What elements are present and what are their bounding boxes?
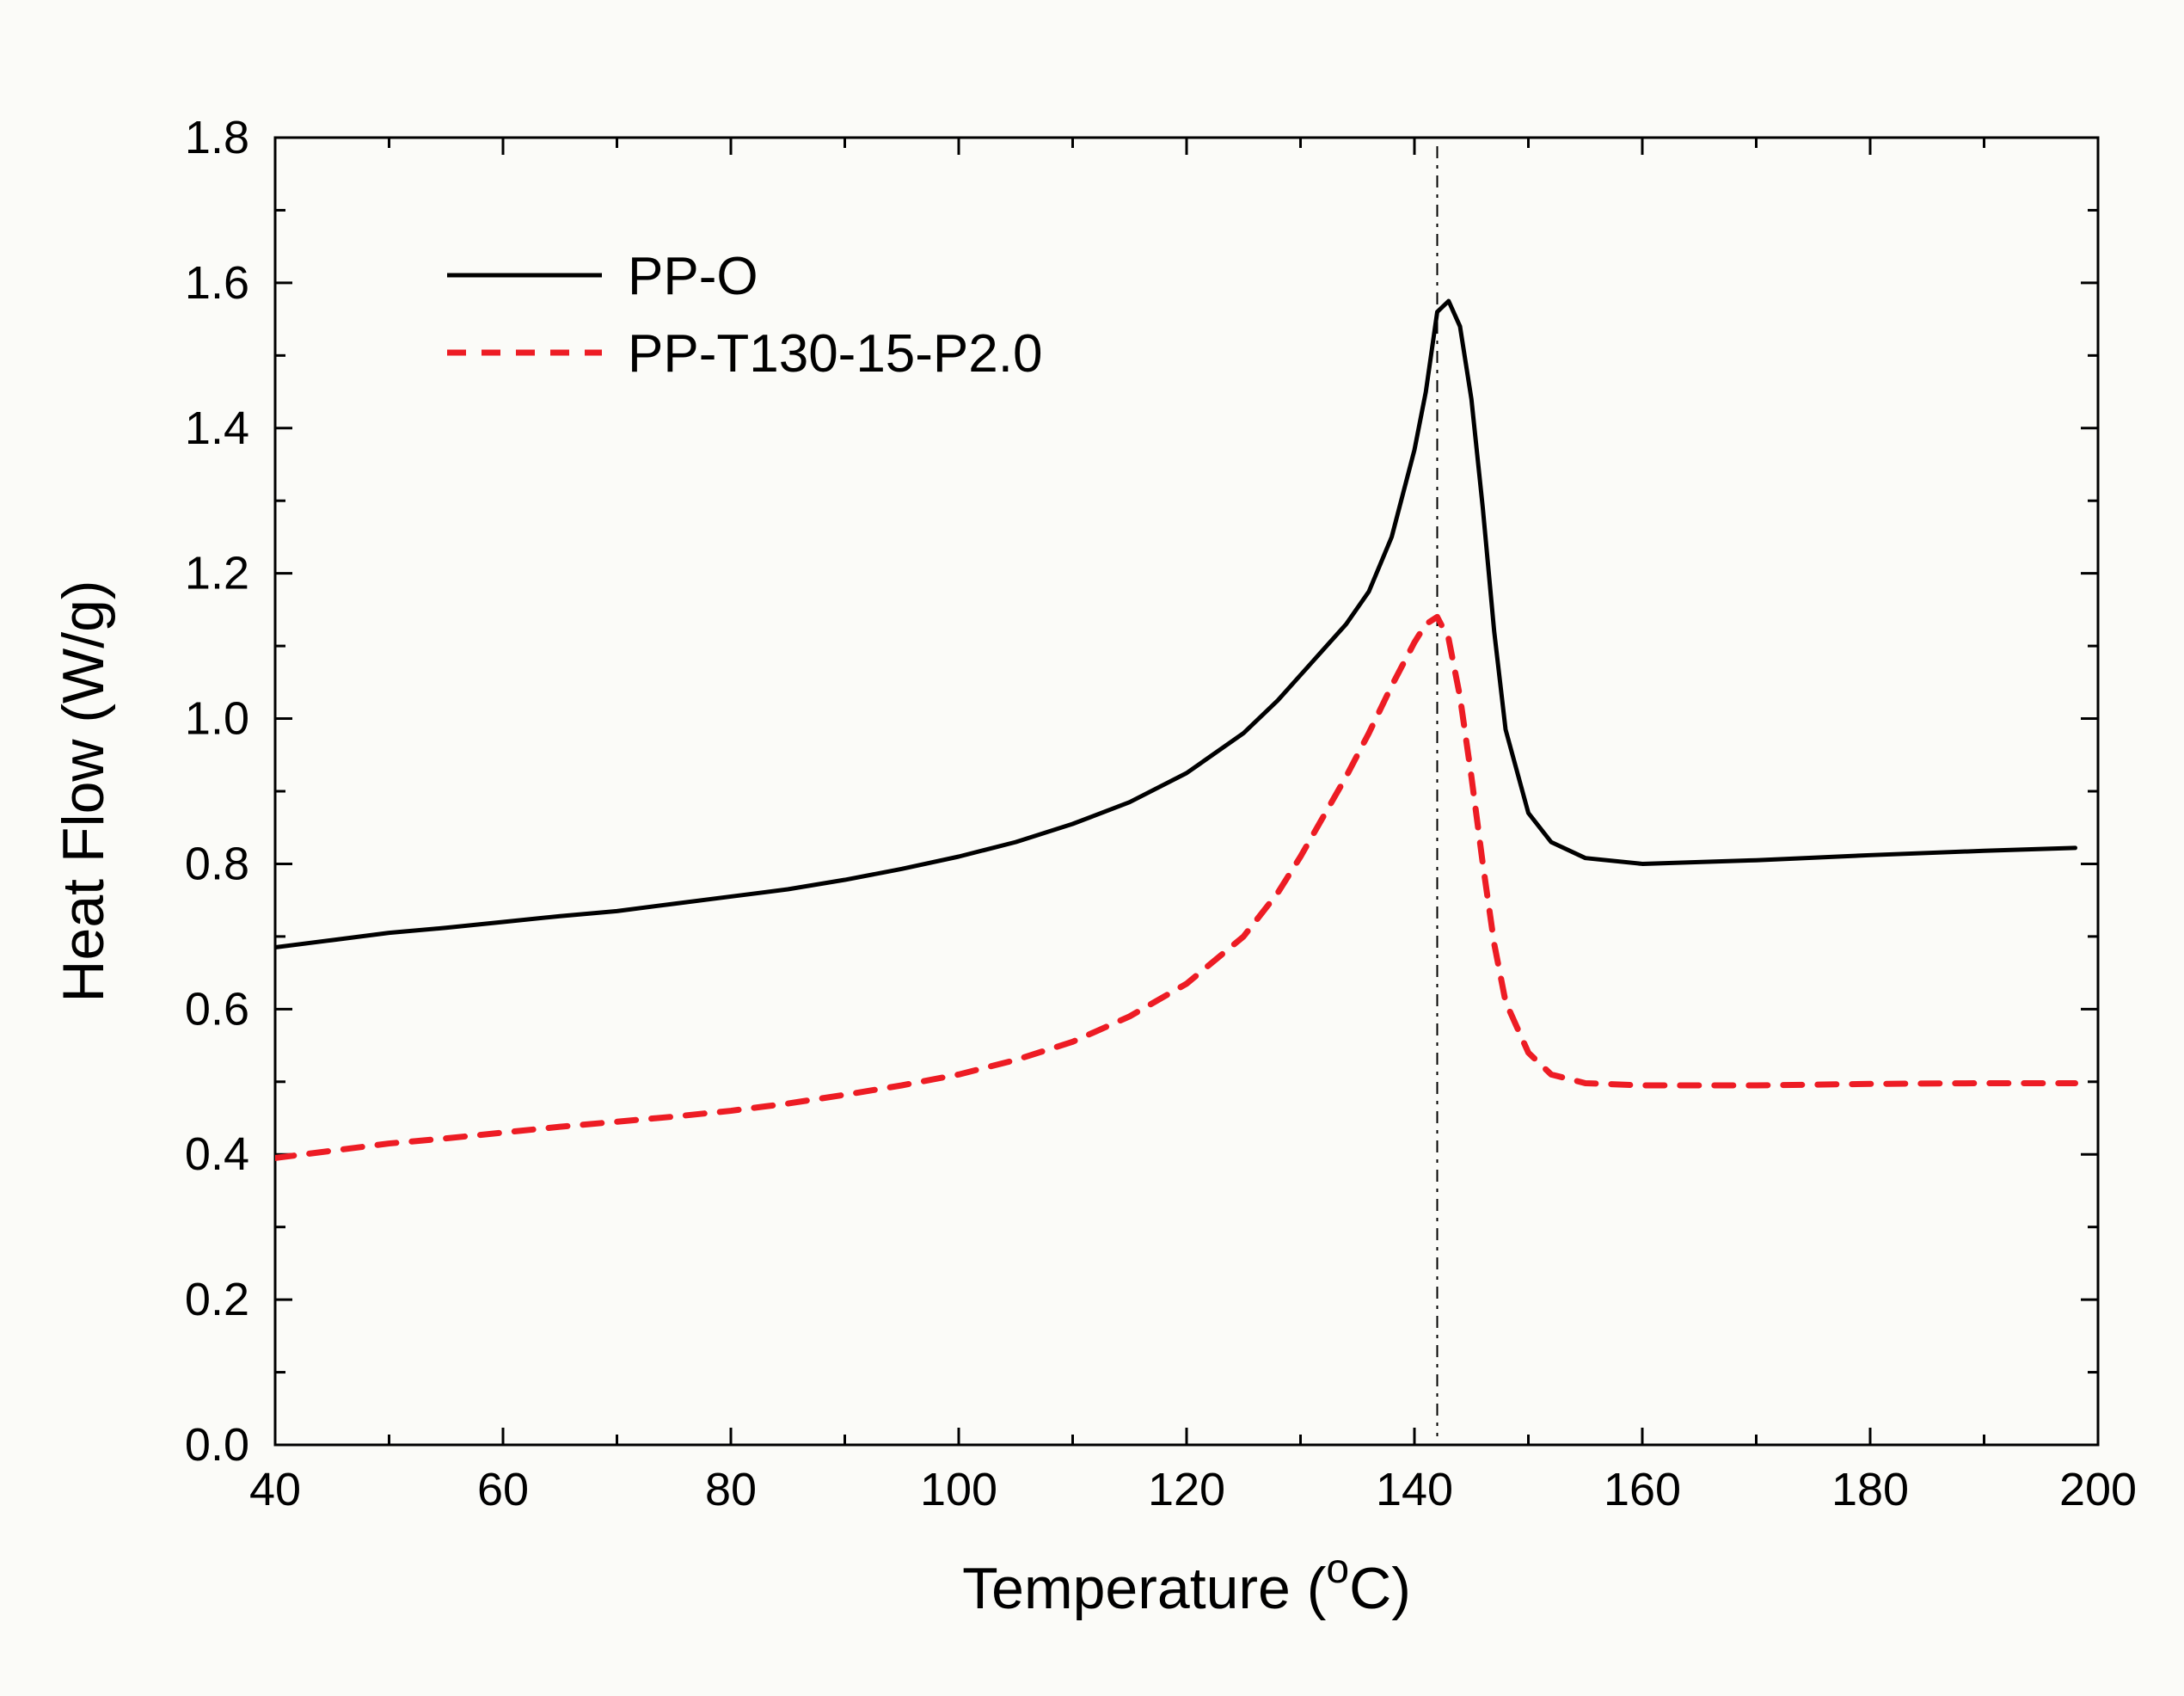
y-axis-label: Heat Flow (W/g) <box>51 580 116 1002</box>
y-tick-label: 0.6 <box>185 983 249 1035</box>
y-tick-label: 0.8 <box>185 838 249 889</box>
x-tick-label: 60 <box>477 1464 529 1515</box>
y-tick-label: 1.6 <box>185 257 249 309</box>
x-tick-label: 200 <box>2059 1464 2137 1515</box>
x-tick-label: 40 <box>249 1464 301 1515</box>
legend-label: PP-O <box>628 247 758 306</box>
chart-background <box>0 0 2184 1696</box>
y-tick-label: 0.0 <box>185 1419 249 1471</box>
x-tick-label: 120 <box>1148 1464 1225 1515</box>
y-tick-label: 0.4 <box>185 1128 249 1180</box>
chart-container: 40 60 80 100 120 140 160 180 200 0.0 0.2 0.4 0.6 0.8 1… <box>0 0 2184 1696</box>
x-tick-label: 100 <box>920 1464 997 1515</box>
x-tick-label: 180 <box>1831 1464 1909 1515</box>
legend-label: PP-T130-15-P2.0 <box>628 324 1042 384</box>
y-tick-label: 1.4 <box>185 402 249 454</box>
y-tick-label: 1.8 <box>185 112 249 163</box>
x-tick-label: 140 <box>1376 1464 1453 1515</box>
y-tick-label: 0.2 <box>185 1274 249 1325</box>
y-tick-label: 1.0 <box>185 693 249 745</box>
y-tick-label: 1.2 <box>185 548 249 599</box>
x-tick-label: 160 <box>1604 1464 1681 1515</box>
x-tick-label: 80 <box>705 1464 757 1515</box>
dsc-chart: 40 60 80 100 120 140 160 180 200 0.0 0.2 0.4 0.6 0.8 1… <box>0 0 2184 1696</box>
